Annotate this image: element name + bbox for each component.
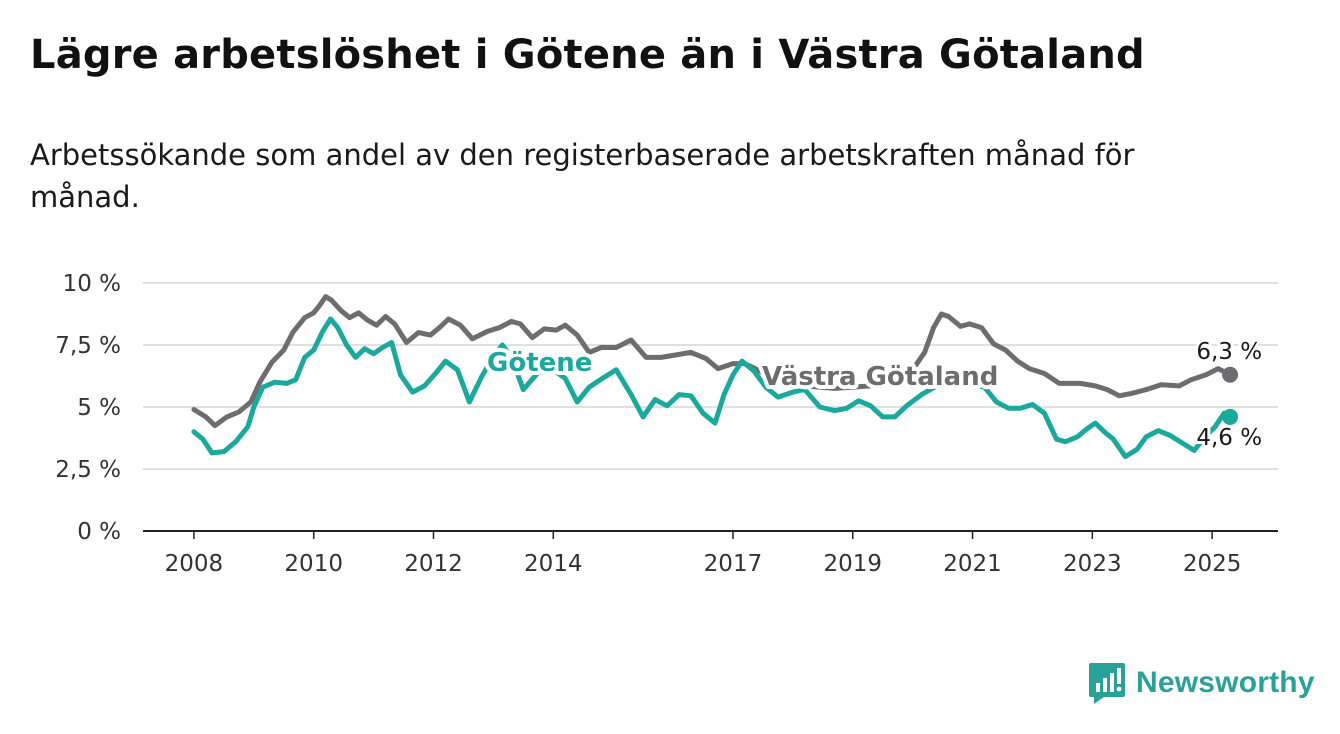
y-tick-label: 10 %	[63, 271, 121, 297]
x-tick-label: 2008	[165, 551, 224, 577]
brand-name: Newsworthy	[1136, 666, 1315, 699]
x-tick-label: 2019	[823, 551, 882, 577]
end-dot-gotene	[1222, 408, 1239, 425]
series-labels: Götene Västra Götaland	[483, 344, 1002, 396]
chart-title: Lägre arbetslöshet i Götene än i Västra …	[30, 32, 1145, 78]
y-tick-label: 0 %	[77, 519, 121, 545]
y-tick-label: 7,5 %	[55, 333, 121, 359]
x-tick-label: 2010	[284, 551, 343, 577]
x-tick-label: 2017	[704, 551, 763, 577]
series-lines	[191, 294, 1233, 460]
series-label-gotene: Götene	[487, 348, 592, 378]
x-tick-label: 2023	[1063, 551, 1122, 577]
end-label-vastra-gotaland: 6,3 %	[1196, 339, 1262, 365]
end-label-gotene: 4,6 %	[1196, 425, 1262, 451]
gridlines	[143, 282, 1278, 470]
series-line-vastra-gotaland	[191, 294, 1233, 429]
y-tick-label: 2,5 %	[55, 457, 121, 483]
y-tick-label: 5 %	[77, 395, 121, 421]
x-tick-label: 2025	[1183, 551, 1242, 577]
x-tick-label: 2021	[943, 551, 1002, 577]
end-dot-vastra-gotaland	[1222, 366, 1239, 383]
newsworthy-logo-icon	[1089, 663, 1125, 704]
x-tick-label: 2012	[404, 551, 463, 577]
y-axis-ticks: 0 % 2,5 % 5 % 7,5 % 10 %	[55, 271, 121, 545]
x-tick-label: 2014	[524, 551, 583, 577]
brand-logo: Newsworthy	[1088, 660, 1315, 706]
x-axis-ticks: 2008 2010 2012 2014 2017 2019 2021 2023 2025	[165, 531, 1242, 577]
series-label-vastra-gotaland: Västra Götaland	[762, 362, 998, 392]
chart-subtitle: Arbetssökande som andel av den registerb…	[30, 138, 1135, 214]
series-line-gotene	[191, 316, 1233, 460]
end-markers: 6,3 % 4,6 %	[1193, 336, 1265, 454]
